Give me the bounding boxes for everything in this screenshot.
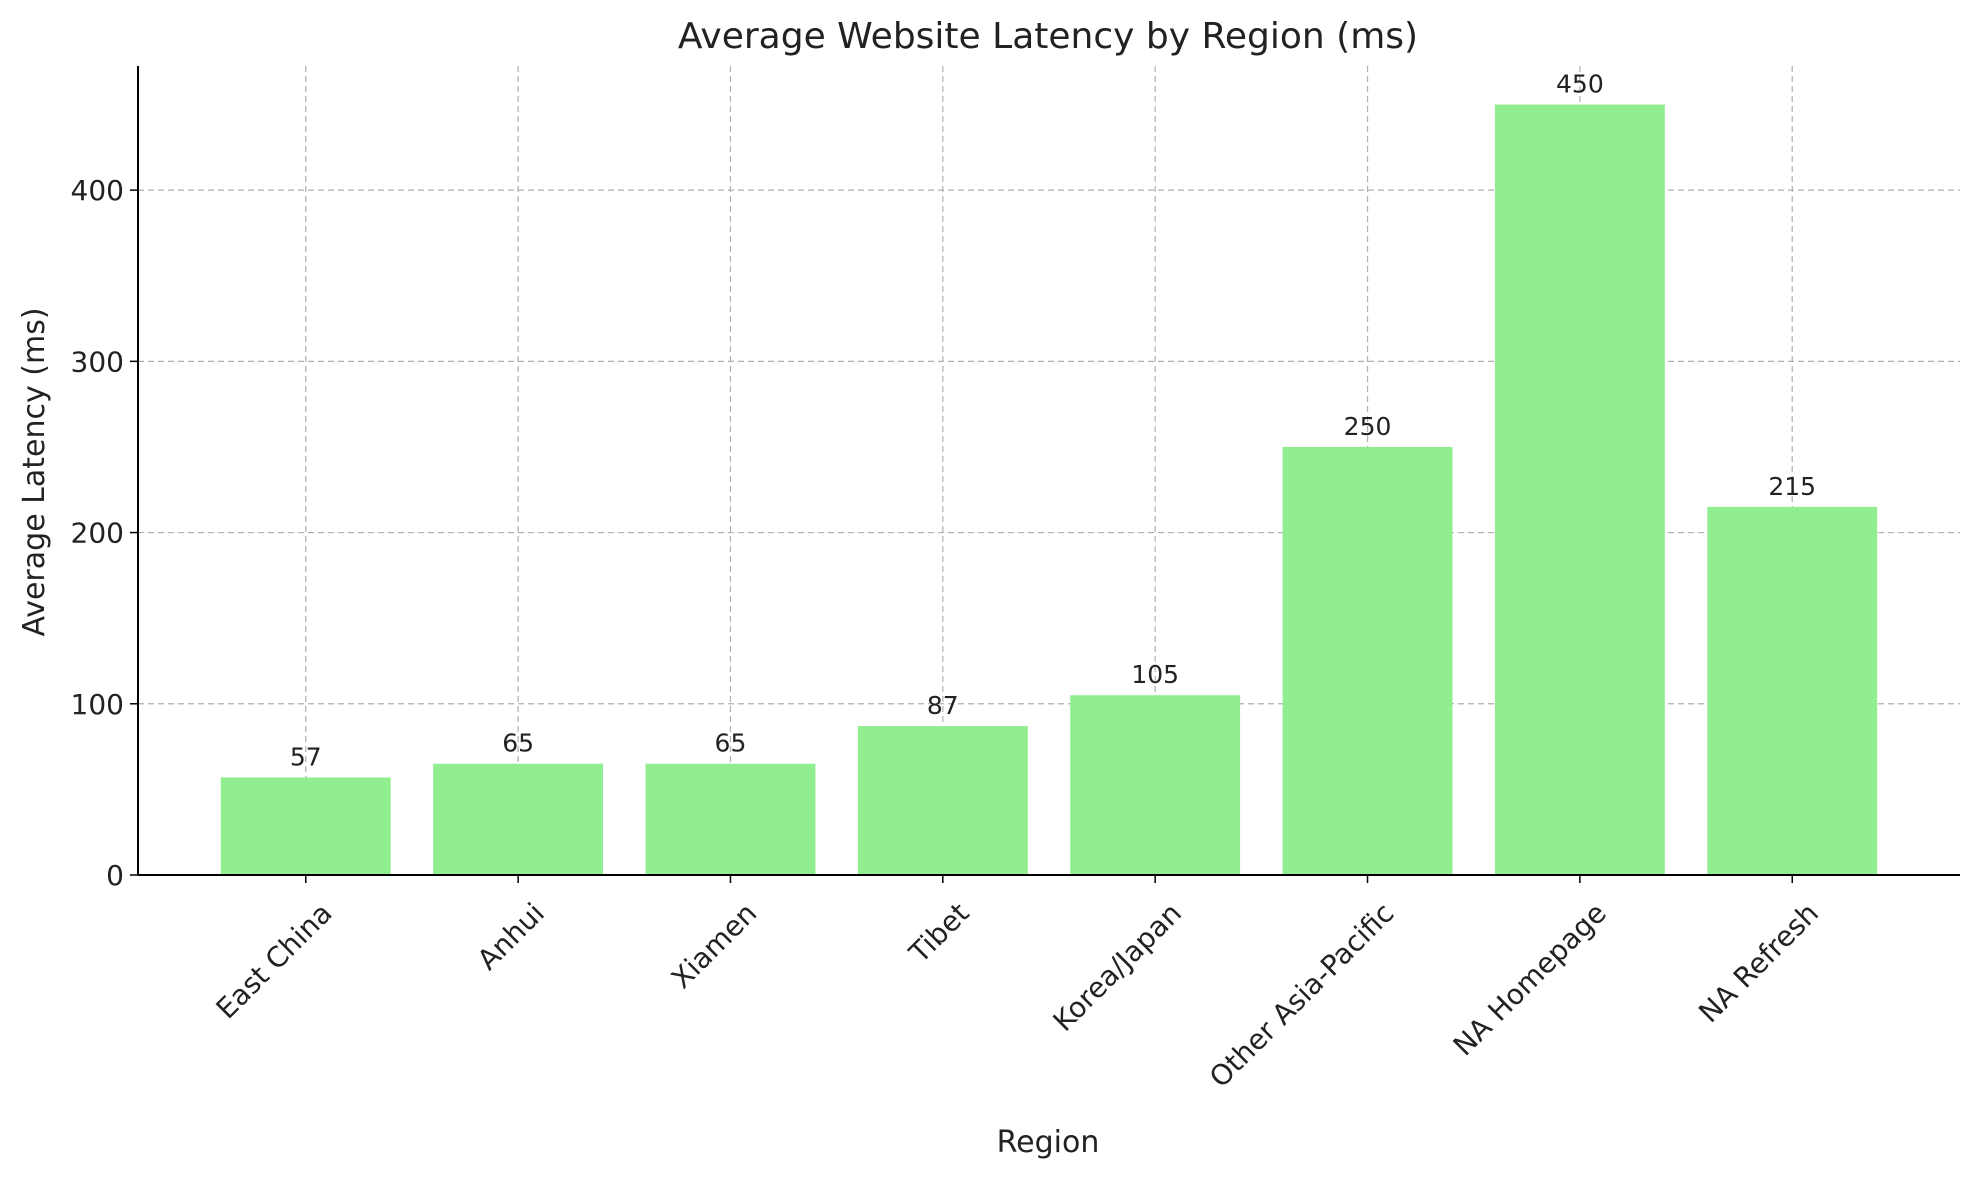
x-tick-label: East China	[210, 896, 339, 1025]
y-axis-label: Average Latency (ms)	[17, 307, 52, 636]
x-axis-label: Region	[997, 1125, 1100, 1160]
value-label: 215	[1768, 472, 1816, 501]
bar	[645, 763, 816, 875]
x-tick-label: Tibet	[902, 896, 976, 970]
x-tick-label: NA Refresh	[1692, 896, 1825, 1029]
bar	[433, 763, 604, 875]
value-label: 250	[1344, 412, 1392, 441]
x-tick-label: Other Asia-Pacific	[1203, 896, 1400, 1093]
value-label: 87	[927, 691, 959, 720]
y-tick-label: 100	[71, 688, 124, 721]
value-label: 65	[715, 729, 747, 758]
bar	[1282, 446, 1453, 875]
x-tick-label: Anhui	[471, 896, 551, 976]
value-label: 105	[1131, 660, 1179, 689]
value-label: 450	[1556, 70, 1604, 99]
y-tick-label: 0	[106, 859, 124, 892]
y-tick-label: 200	[71, 517, 124, 550]
bar	[1070, 695, 1241, 875]
x-tick-label: NA Homepage	[1447, 896, 1613, 1062]
bar	[857, 726, 1028, 875]
y-tick-label: 400	[71, 174, 124, 207]
chart-title: Average Website Latency by Region (ms)	[678, 16, 1418, 57]
y-tick-label: 300	[71, 345, 124, 378]
x-tick-label: Korea/Japan	[1047, 896, 1188, 1037]
bar	[1707, 506, 1878, 875]
value-label: 65	[502, 729, 534, 758]
bar	[220, 777, 391, 875]
bar	[1494, 104, 1665, 876]
value-label: 57	[290, 742, 322, 771]
x-tick-label: Xiamen	[665, 896, 764, 995]
